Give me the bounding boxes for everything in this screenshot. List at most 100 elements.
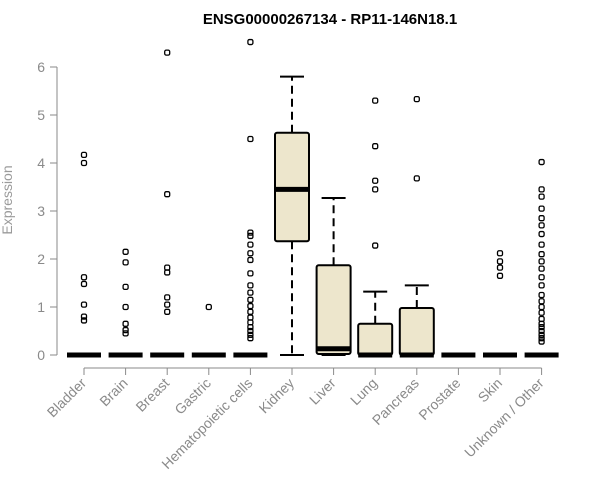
outlier-point — [538, 251, 545, 258]
outlier-point — [247, 270, 254, 277]
outlier-point — [247, 331, 254, 338]
outlier-point — [80, 301, 88, 308]
outlier-point — [372, 242, 379, 249]
outlier-point — [122, 326, 129, 334]
outlier-point — [247, 38, 254, 46]
plot-area — [67, 38, 559, 358]
y-tick-label: 0 — [37, 347, 45, 363]
x-tick-label: Skin — [475, 375, 506, 406]
y-tick-label: 5 — [37, 107, 45, 123]
outlier-point — [164, 264, 171, 271]
outlier-point — [538, 327, 545, 335]
box-pancreas — [398, 96, 435, 358]
outlier-point — [122, 248, 129, 255]
box-kidney — [274, 75, 310, 356]
outlier-point — [538, 282, 545, 289]
box-liver — [315, 197, 352, 356]
outlier-point — [372, 97, 379, 104]
outlier-point — [247, 335, 254, 342]
outlier-point — [247, 232, 254, 240]
x-tick-label: Bladder — [44, 375, 90, 421]
outlier-point — [538, 338, 545, 345]
outlier-point — [164, 294, 171, 301]
outlier-point — [122, 320, 129, 327]
outlier-point — [538, 230, 545, 238]
outlier-point — [372, 177, 379, 184]
outlier-point — [496, 272, 504, 279]
y-tick-label: 2 — [37, 251, 45, 267]
outlier-point — [80, 313, 88, 320]
outlier-point — [122, 259, 129, 266]
outlier-point — [538, 309, 545, 316]
outlier-point — [80, 280, 88, 288]
box-gastric — [191, 303, 226, 358]
x-tick-label: Unknown / Other — [461, 375, 547, 461]
outlier-point — [247, 241, 254, 248]
box-lung — [357, 97, 394, 358]
box-skin — [483, 250, 517, 358]
outlier-point — [247, 250, 254, 257]
outlier-point — [164, 49, 171, 56]
outlier-point — [496, 264, 504, 271]
outlier-point — [538, 222, 545, 229]
outlier-point — [80, 159, 88, 167]
outlier-point — [80, 317, 88, 324]
chart-title: ENSG00000267134 - RP11-146N18.1 — [203, 11, 457, 28]
outlier-point — [496, 250, 504, 257]
outlier-point — [538, 205, 545, 212]
outlier-point — [496, 258, 504, 265]
outlier-point — [247, 135, 254, 143]
outlier-point — [538, 258, 545, 265]
outlier-point — [538, 298, 545, 305]
outlier-point — [538, 193, 545, 200]
box-hematopoietic-cells — [233, 38, 268, 358]
y-tick-label: 1 — [37, 299, 45, 315]
outlier-point — [247, 256, 254, 264]
y-tick-label: 6 — [37, 59, 45, 75]
outlier-point — [538, 291, 545, 299]
x-tick-label: Brain — [96, 375, 130, 409]
y-tick-label: 3 — [37, 203, 45, 219]
outlier-point — [413, 96, 420, 103]
outlier-point — [164, 301, 171, 308]
outlier-point — [80, 274, 88, 281]
outlier-point — [205, 303, 212, 311]
outlier-point — [247, 289, 254, 296]
outlier-point — [164, 191, 171, 198]
outlier-point — [247, 296, 254, 303]
outlier-point — [164, 308, 171, 315]
box-unknown-other — [524, 158, 559, 358]
outlier-point — [538, 335, 545, 342]
outlier-point — [538, 315, 545, 323]
outlier-point — [538, 324, 545, 331]
y-axis: 0 1 2 3 4 5 6 — [37, 59, 58, 363]
x-tick-label: Prostate — [415, 375, 463, 423]
x-tick-label: Liver — [306, 375, 339, 408]
box-brain — [108, 248, 143, 358]
y-axis-label: Expression — [0, 165, 15, 234]
outlier-point — [372, 186, 379, 193]
outlier-point — [538, 158, 545, 166]
box-breast — [150, 49, 185, 358]
outlier-point — [247, 229, 254, 236]
x-tick-label: Breast — [132, 375, 172, 415]
outlier-point — [413, 175, 420, 182]
outlier-point — [538, 331, 545, 338]
x-tick-label: Lung — [347, 375, 380, 408]
outlier-point — [538, 303, 545, 311]
outlier-point — [247, 314, 254, 321]
outlier-point — [122, 330, 129, 337]
outlier-point — [122, 303, 129, 311]
outlier-point — [538, 215, 545, 222]
box-body — [357, 322, 394, 356]
outlier-point — [247, 308, 254, 315]
box-body — [315, 264, 352, 356]
outlier-point — [247, 282, 254, 289]
outlier-point — [538, 274, 545, 281]
outlier-point — [538, 241, 545, 248]
outlier-point — [538, 186, 545, 193]
y-tick-label: 4 — [37, 155, 45, 171]
outlier-point — [80, 151, 88, 158]
